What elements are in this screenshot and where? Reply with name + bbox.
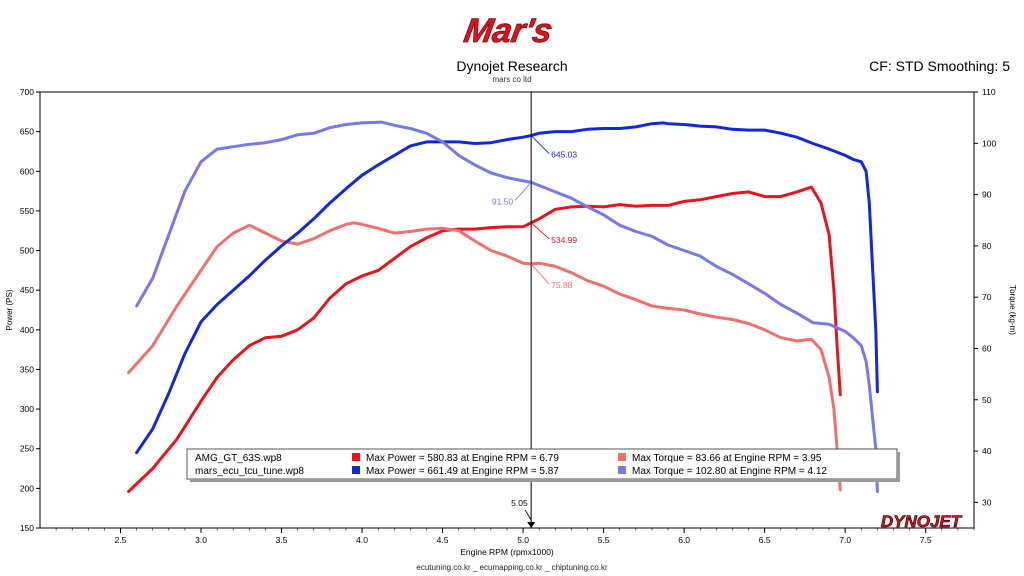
readout-leader <box>530 263 550 285</box>
x-tick-label: 6.0 <box>678 535 690 545</box>
dynojet-logo: DYNOJET <box>881 512 964 532</box>
x-tick-label: 3.0 <box>195 535 207 545</box>
y-right-tick-label: 100 <box>982 138 996 148</box>
legend-max-torque: Max Torque = 102.80 at Engine RPM = 4.12 <box>632 466 827 477</box>
x-tick-label: 4.0 <box>356 535 368 545</box>
legend-shadow <box>897 452 900 482</box>
y-right-tick-label: 110 <box>982 87 996 97</box>
y-left-axis-label: Power (PS) <box>5 289 14 330</box>
cursor-readout-value: 75.88 <box>551 280 573 290</box>
x-tick-label: 5.5 <box>598 535 610 545</box>
y-right-tick-label: 30 <box>982 497 992 507</box>
legend-run-name: AMG_GT_63S.wp8 <box>195 453 282 464</box>
y-left-tick-label: 500 <box>20 246 34 256</box>
legend-run-name: mars_ecu_tcu_tune.wp8 <box>195 466 304 477</box>
x-tick-label: 5.0 <box>517 535 529 545</box>
legend-shadow <box>190 479 900 482</box>
cursor-rpm-leader <box>524 509 532 521</box>
cursor-marker <box>527 522 536 528</box>
y-left-tick-label: 400 <box>20 325 34 335</box>
readout-leader <box>530 135 550 154</box>
y-right-tick-label: 60 <box>982 343 992 353</box>
cf-smoothing-label: CF: STD Smoothing: 5 <box>869 58 1010 74</box>
x-tick-label: 3.5 <box>276 535 288 545</box>
svg-text:Mar's: Mar's <box>461 12 555 50</box>
y-right-tick-label: 40 <box>982 446 992 456</box>
legend-max-power: Max Power = 661.49 at Engine RPM = 5.87 <box>366 466 559 477</box>
mars-brand-logo: Mar's <box>461 12 556 51</box>
y-right-tick-label: 90 <box>982 190 992 200</box>
x-tick-label: 7.0 <box>839 535 851 545</box>
y-right-axis-label: Torque (kg-m) <box>1008 285 1017 335</box>
y-left-tick-label: 300 <box>20 404 34 414</box>
series-line-run2_power <box>135 121 879 455</box>
chart-series <box>127 120 879 493</box>
y-right-tick-label: 70 <box>982 292 992 302</box>
legend-swatch-torque <box>618 466 626 474</box>
x-tick-label: 2.5 <box>115 535 127 545</box>
y-left-tick-label: 600 <box>20 166 34 176</box>
y-left-tick-label: 700 <box>20 87 34 97</box>
x-axis-label: Engine RPM (rpmx1000) <box>460 547 554 557</box>
chart-legend: AMG_GT_63S.wp8 Max Power = 580.83 at Engi… <box>186 448 900 482</box>
cursor-rpm-label: 5.05 <box>511 498 528 508</box>
series-line-run2_torque <box>135 120 879 493</box>
legend-box <box>186 448 898 480</box>
readout-leader <box>530 222 550 240</box>
cursor-readout-value: 91.50 <box>492 196 514 206</box>
x-tick-label: 6.5 <box>759 535 771 545</box>
cursor-readout-value: 645.03 <box>551 150 577 160</box>
y-left-tick-label: 250 <box>20 444 34 454</box>
y-right-tick-label: 80 <box>982 241 992 251</box>
series-line-run1_power <box>127 185 842 493</box>
legend-swatch-power <box>352 466 360 474</box>
y-left-tick-label: 350 <box>20 364 34 374</box>
legend-swatch-power <box>352 453 360 461</box>
y-right-tick-label: 50 <box>982 395 992 405</box>
legend-max-torque: Max Torque = 83.66 at Engine RPM = 3.95 <box>632 453 822 464</box>
chart-axes: 2.5 3.0 3.5 4.0 4.5 5.0 5.5 6.0 6.5 7.0 7.5 150 200 2… <box>5 87 1017 557</box>
y-left-tick-label: 550 <box>20 206 34 216</box>
series-line-run1_torque <box>127 221 842 492</box>
y-left-tick-label: 200 <box>20 483 34 493</box>
footer-sites: ecutuning.co.kr _ ecumapping.co.kr _ chi… <box>416 563 608 572</box>
cursor-readout-value: 534.99 <box>551 235 577 245</box>
x-tick-label: 7.5 <box>920 535 932 545</box>
chart-title: Dynojet Research <box>456 58 568 74</box>
y-left-tick-label: 150 <box>20 523 34 533</box>
x-tick-label: 4.5 <box>437 535 449 545</box>
chart-subtitle: mars co ltd <box>492 75 532 84</box>
y-left-tick-label: 650 <box>20 127 34 137</box>
legend-max-power: Max Power = 580.83 at Engine RPM = 6.79 <box>366 453 559 464</box>
y-left-tick-label: 450 <box>20 285 34 295</box>
svg-text:DYNOJET: DYNOJET <box>881 512 963 531</box>
legend-swatch-torque <box>618 453 626 461</box>
readout-leader <box>514 182 532 201</box>
